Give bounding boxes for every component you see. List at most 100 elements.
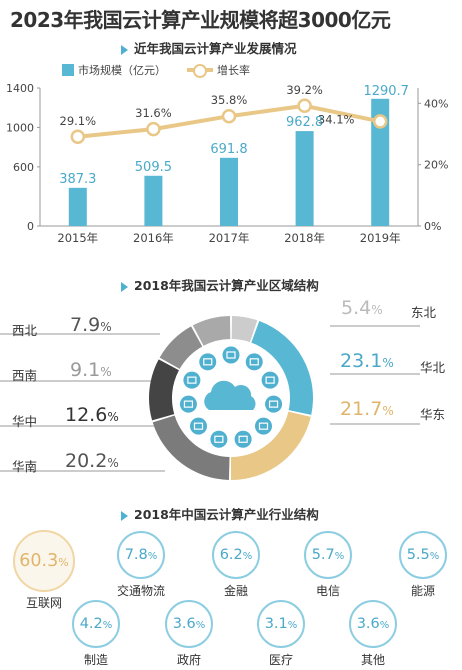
industry-circle: 5.5%	[399, 531, 447, 579]
industry-circle: 3.6%	[349, 600, 397, 648]
industry-value-number: 4.2	[79, 616, 103, 632]
industry-value-number: 3.6	[172, 616, 196, 632]
page-title: 2023年我国云计算产业规模将超3000亿元	[10, 8, 391, 32]
percent-sign: %	[102, 620, 113, 631]
industry-label: 金融	[223, 584, 248, 598]
section-title-text: 2018年中国云计算产业行业结构	[134, 507, 319, 522]
growth-rate-label: 29.1%	[60, 114, 97, 128]
percent-sign: %	[195, 620, 206, 631]
percent-sign: %	[382, 356, 394, 370]
section-title-text: 2018年我国云计算产业区域结构	[134, 278, 319, 293]
industry-circle: 5.7%	[304, 531, 352, 579]
percent-sign: %	[379, 620, 390, 631]
section-title-region: 2018年我国云计算产业区域结构	[121, 275, 319, 294]
growth-rate-label: 31.6%	[135, 106, 172, 120]
service-icon	[254, 417, 272, 435]
region-value-label: 23.1%	[340, 350, 394, 372]
percent-sign: %	[429, 551, 440, 562]
legend-bar-label: 市场规模（亿元）	[78, 64, 166, 77]
region-value-number: 12.6	[65, 404, 108, 426]
industry-value: 7.8%	[125, 547, 158, 563]
service-icon	[245, 353, 263, 371]
growth-rate-point	[146, 121, 161, 137]
industry-circle: 6.2%	[212, 531, 260, 579]
region-value-number: 20.2	[65, 450, 108, 472]
x-axis-tick-label: 2016年	[133, 231, 174, 245]
donut-slice-西南	[159, 326, 203, 369]
growth-rate-point	[372, 114, 388, 129]
percent-sign: %	[242, 551, 253, 562]
service-icon	[183, 371, 201, 389]
percent-sign: %	[107, 456, 119, 470]
growth-rate-label: 39.2%	[286, 83, 323, 97]
section-title-industry: 2018年中国云计算产业行业结构	[121, 504, 319, 523]
region-name-label: 东北	[411, 305, 437, 320]
region-value-number: 21.7	[340, 398, 383, 420]
industry-value-number: 6.2	[219, 547, 243, 563]
bar-value-label: 509.5	[135, 160, 172, 175]
service-icon	[265, 395, 283, 413]
industry-label: 交通物流	[116, 584, 165, 598]
bar-value-label: 387.3	[59, 172, 96, 187]
percent-sign: %	[371, 303, 383, 317]
legend-line-label: 增长率	[217, 64, 250, 77]
region-value-number: 23.1	[340, 350, 383, 372]
market-size-growth-chart: 0 600 1000 1400 0% 20% 40% 387.3 509.5 691.8 962.8…	[6, 82, 448, 245]
industry-label: 其他	[360, 653, 385, 667]
industry-label: 电信	[315, 584, 340, 598]
service-glyph-icon	[268, 400, 279, 408]
bar-2019年	[371, 98, 390, 226]
percent-sign: %	[107, 410, 119, 424]
growth-rate-label: 34.1%	[318, 112, 355, 126]
growth-rate-point	[221, 108, 237, 124]
bar-value-label: 691.8	[210, 142, 247, 157]
industry-value: 5.7%	[312, 547, 345, 563]
service-icon	[261, 371, 279, 389]
bar-2018年	[295, 131, 314, 226]
industry-label: 能源	[410, 584, 435, 598]
industry-value: 4.2%	[80, 616, 113, 632]
industry-label: 互联网	[25, 596, 62, 610]
industry-value: 60.3%	[19, 551, 68, 571]
percent-sign: %	[58, 556, 69, 569]
percent-sign: %	[334, 551, 345, 562]
industry-label: 制造	[83, 653, 108, 667]
x-axis-tick-label: 2017年	[209, 231, 250, 245]
bar-2015年	[68, 187, 87, 226]
region-name-label: 华南	[12, 459, 38, 474]
region-donut-chart	[0, 316, 420, 480]
industry-value: 6.2%	[220, 547, 253, 563]
service-glyph-icon	[214, 435, 224, 443]
line-swatch-icon	[187, 63, 213, 78]
region-value-number: 7.9	[70, 314, 101, 336]
region-name-label: 西北	[12, 323, 38, 338]
x-axis-tick-label: 2019年	[360, 231, 401, 245]
industry-value: 3.1%	[265, 616, 298, 632]
service-glyph-icon	[203, 358, 213, 366]
bar-swatch-icon	[62, 64, 74, 76]
percent-sign: %	[382, 404, 394, 418]
region-value-label: 12.6%	[65, 404, 119, 426]
triangle-bullet-icon	[121, 44, 128, 55]
region-value-label: 20.2%	[65, 450, 119, 472]
service-icon	[190, 417, 208, 435]
bar-value-label: 962.8	[286, 115, 323, 130]
right-axis-tick-label: 40%	[424, 97, 448, 110]
section-title-text: 近年我国云计算产业发展情况	[134, 41, 297, 56]
right-axis-tick-label: 20%	[424, 159, 448, 172]
region-value-label: 5.4%	[341, 297, 383, 319]
percent-sign: %	[100, 365, 112, 379]
donut-slice-华东	[230, 411, 311, 480]
percent-sign: %	[147, 551, 158, 562]
cloud-icon	[204, 380, 256, 410]
industry-value: 5.5%	[407, 547, 440, 563]
left-axis-tick-label: 600	[13, 161, 34, 174]
region-name-label: 华东	[420, 407, 446, 422]
industry-circle: 60.3%	[13, 530, 75, 592]
left-axis-tick-label: 0	[27, 220, 34, 233]
service-glyph-icon	[193, 422, 204, 430]
percent-sign: %	[100, 320, 112, 334]
donut-slice-华南	[152, 415, 230, 480]
industry-circle: 4.2%	[72, 600, 120, 648]
x-axis-tick-label: 2018年	[284, 231, 325, 245]
